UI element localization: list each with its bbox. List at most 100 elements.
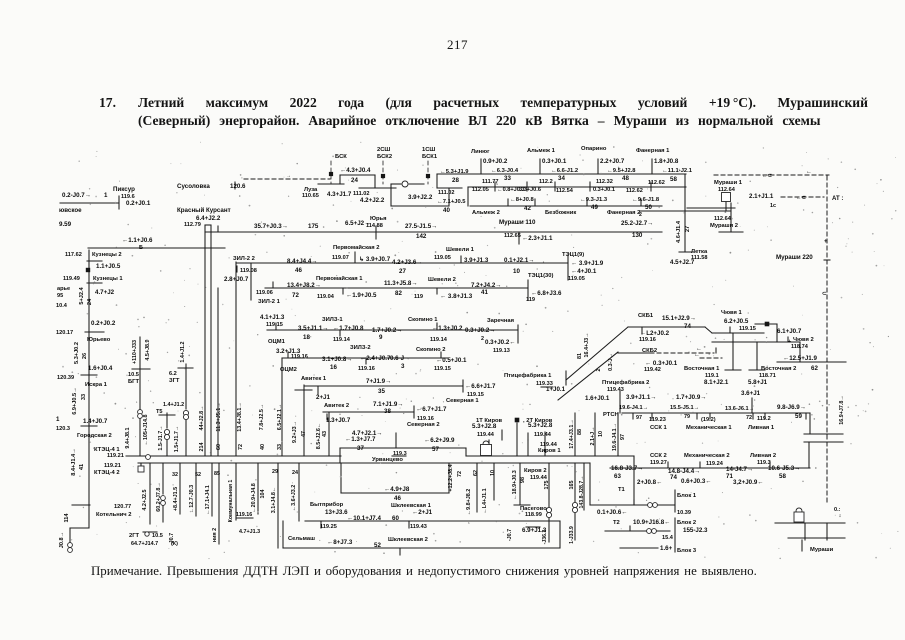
svg-text:Восточная 2: Восточная 2 (761, 366, 796, 372)
svg-text:Т1: Т1 (618, 487, 626, 493)
svg-text:46: 46 (295, 267, 302, 274)
svg-text:5+J2.4: 5+J2.4 (79, 286, 85, 304)
svg-text:2.2+J0.7: 2.2+J0.7 (600, 158, 625, 165)
svg-text:Чювя 1: Чювя 1 (721, 310, 743, 316)
svg-text:2+J0.8←: 2+J0.8← (637, 479, 662, 486)
svg-text:Юрья: Юрья (370, 216, 386, 222)
svg-text:←4+J0.1: ←4+J0.1 (571, 268, 597, 275)
svg-text:10: 10 (490, 470, 496, 476)
svg-text:52: 52 (195, 472, 201, 478)
svg-text:57: 57 (432, 446, 439, 453)
svg-text:119.43: 119.43 (410, 524, 427, 530)
svg-text:Киров 2: Киров 2 (524, 468, 547, 474)
svg-text:8.4+J1.4→: 8.4+J1.4→ (71, 448, 77, 476)
svg-text:Заречная: Заречная (487, 318, 514, 324)
svg-text:ЗИЛЗ-1: ЗИЛЗ-1 (322, 317, 343, 323)
svg-text:↳ 3.9+J0.7: ↳ 3.9+J0.7 (359, 256, 391, 263)
svg-text:10.5: 10.5 (128, 372, 139, 378)
svg-text:←0.8+J0.3: ←0.8+J0.3 (497, 187, 525, 193)
svg-text:88: 88 (577, 429, 583, 435)
svg-text:1+J0.1: 1+J0.1 (546, 386, 566, 393)
svg-text:119.42: 119.42 (644, 367, 661, 373)
svg-text:←17.1+J4.1: ←17.1+J4.1 (205, 485, 211, 515)
svg-text:34: 34 (558, 175, 565, 182)
svg-text:+110+J33: +110+J33 (132, 340, 138, 364)
svg-text:2.8+J0.7: 2.8+J0.7 (224, 276, 249, 283)
svg-text:119.15: 119.15 (266, 322, 283, 328)
svg-text:6.5+J2→: 6.5+J2→ (345, 220, 370, 227)
svg-text:-J0.7: -J0.7 (169, 533, 175, 545)
svg-text:112.62: 112.62 (648, 180, 665, 186)
svg-text:175: 175 (544, 481, 550, 490)
svg-text:10.4: 10.4 (56, 303, 68, 309)
svg-text:13+J3.6: 13+J3.6 (325, 509, 348, 516)
svg-text:←: ← (696, 346, 702, 352)
svg-text:Сельмаш: Сельмаш (288, 536, 315, 542)
svg-text:11.3+J5.8→: 11.3+J5.8→ (384, 280, 418, 287)
svg-text:ОЦМ1: ОЦМ1 (268, 339, 286, 345)
svg-text:119.3: 119.3 (757, 460, 771, 466)
svg-text:⊂: ⊂ (822, 291, 827, 297)
svg-text:←2.4+J0.7: ←2.4+J0.7 (360, 355, 391, 362)
svg-text:1.4+J0.7: 1.4+J0.7 (83, 418, 108, 425)
svg-text:117.62: 117.62 (65, 252, 82, 258)
svg-text:арье: арье (57, 286, 70, 292)
svg-text:Мураши 220: Мураши 220 (776, 254, 813, 261)
svg-text:111.58: 111.58 (691, 255, 708, 261)
svg-text:9: 9 (379, 334, 383, 341)
svg-text:Механическая 2: Механическая 2 (684, 453, 730, 459)
svg-text:16.4+J3→: 16.4+J3→ (584, 332, 590, 357)
svg-text:32: 32 (172, 472, 178, 478)
svg-text:97: 97 (636, 415, 642, 421)
svg-text:165: 165 (569, 481, 575, 490)
svg-text:119.21: 119.21 (104, 463, 121, 469)
svg-text:←5.3+J1.9: ←5.3+J1.9 (440, 169, 469, 175)
svg-text:119.15: 119.15 (739, 326, 756, 332)
svg-text:←⊂: ←⊂ (762, 173, 772, 179)
svg-text:97: 97 (620, 434, 626, 440)
svg-text:142: 142 (416, 233, 427, 240)
svg-text:←6.2+J9.9: ←6.2+J9.9 (424, 437, 455, 444)
svg-text:Бытприбор: Бытприбор (310, 501, 344, 508)
svg-text:Авитек 1: Авитек 1 (301, 376, 327, 382)
svg-text:БСК1: БСК1 (422, 154, 438, 160)
svg-text:58: 58 (779, 473, 786, 480)
svg-text:2.1+J1.1: 2.1+J1.1 (749, 193, 774, 200)
svg-text:119.08: 119.08 (240, 268, 257, 274)
svg-text:112.32: 112.32 (596, 179, 613, 185)
svg-text:13.6-J6.1→: 13.6-J6.1→ (725, 406, 754, 412)
svg-text:1: 1 (104, 192, 108, 199)
svg-text:-J0.7: -J0.7 (507, 529, 513, 541)
svg-text:119.44: 119.44 (540, 442, 558, 448)
svg-text:119.25: 119.25 (320, 524, 337, 530)
svg-text:3.2+J1.3: 3.2+J1.3 (276, 348, 301, 355)
svg-text:0.6+J0.3←: 0.6+J0.3← (681, 478, 711, 485)
svg-text:Альмеж 1: Альмеж 1 (527, 148, 556, 154)
svg-text:6.1+J0.7: 6.1+J0.7 (777, 328, 802, 335)
svg-text:←2.3+J1.1: ←2.3+J1.1 (522, 235, 553, 242)
svg-text:10.5: 10.5 (152, 533, 163, 539)
svg-text:0.2+J0.2: 0.2+J0.2 (91, 320, 116, 327)
svg-text:9.59: 9.59 (59, 221, 72, 228)
svg-text:119.16: 119.16 (291, 354, 308, 360)
svg-text:J0.8→: J0.8→ (59, 532, 65, 548)
svg-text:14.8-J4.4→: 14.8-J4.4→ (668, 468, 700, 475)
svg-text:25.2-J2.7→: 25.2-J2.7→ (621, 220, 653, 227)
svg-text:0.:: 0.: (834, 507, 841, 513)
svg-text:Т5: Т5 (156, 409, 163, 415)
svg-text:130: 130 (632, 232, 643, 239)
svg-text:118.74: 118.74 (791, 344, 809, 350)
svg-text:3.1+J0.8→: 3.1+J0.8→ (322, 356, 352, 363)
svg-text:112.65: 112.65 (504, 233, 521, 239)
svg-text:Безбожник: Безбожник (545, 209, 576, 216)
svg-text:Фанерная 1: Фанерная 1 (636, 148, 670, 154)
svg-text:3.3+J0.6: 3.3+J0.6 (519, 187, 541, 193)
svg-text:+: + (824, 239, 828, 245)
svg-text:143.8-J28.7→: 143.8-J28.7→ (579, 476, 585, 509)
svg-text:17.4+J3.1→: 17.4+J3.1→ (569, 419, 575, 449)
svg-text:0.1+J0.6←: 0.1+J0.6← (597, 509, 627, 516)
svg-text:4.7+J2: 4.7+J2 (95, 289, 115, 296)
svg-text:3.1+J4.8←: 3.1+J4.8← (271, 487, 277, 514)
svg-text:64.7+J14.7: 64.7+J14.7 (131, 541, 158, 547)
svg-text:5.8+J1: 5.8+J1 (748, 379, 768, 386)
